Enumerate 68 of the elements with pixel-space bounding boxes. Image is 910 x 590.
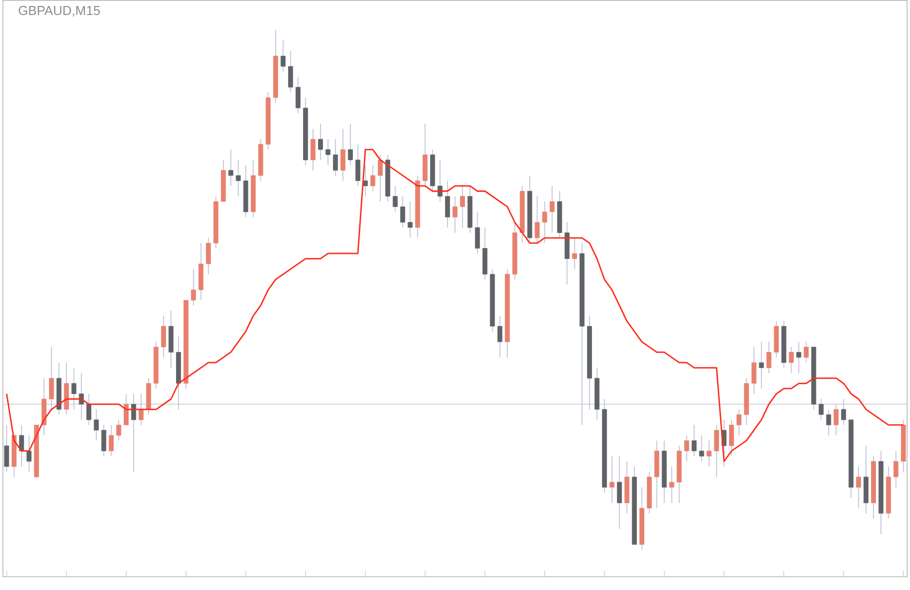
candlestick: [78, 372, 84, 420]
candlestick: [550, 185, 555, 234]
candlestick: [236, 159, 241, 197]
chart-title: GBPAUD,M15: [18, 6, 100, 16]
candlestick: [684, 434, 690, 462]
candlestick: [699, 434, 704, 462]
candlestick: [392, 185, 398, 212]
candlestick: [818, 398, 824, 420]
candlestick: [228, 148, 234, 186]
candlestick: [714, 424, 720, 478]
candlestick: [326, 138, 330, 166]
candlestick: [834, 404, 839, 436]
candlestick: [408, 200, 413, 238]
candlestick: [841, 398, 846, 426]
candlestick: [796, 341, 802, 374]
candlestick: [191, 268, 196, 306]
candlestick: [124, 393, 129, 426]
candlestick: [572, 237, 578, 270]
candlestick: [534, 196, 540, 244]
candlestick: [400, 196, 406, 228]
candlestick: [310, 128, 316, 171]
candlestick: [19, 424, 24, 467]
candlestick: [206, 237, 211, 275]
candlestick: [348, 122, 353, 166]
candlestick: [893, 450, 898, 488]
candlestick: [542, 200, 548, 244]
candlestick: [729, 419, 734, 456]
candlestick: [378, 154, 383, 202]
candlestick: [131, 393, 136, 472]
candlestick: [452, 196, 458, 234]
candlestick: [108, 424, 114, 456]
candlestick: [758, 341, 764, 389]
candlestick: [318, 122, 323, 160]
candlestick: [766, 341, 772, 374]
candlestick: [788, 346, 794, 374]
candlestick: [692, 424, 697, 456]
candlestick: [751, 346, 756, 394]
candlestick: [706, 440, 712, 467]
candlestick: [288, 50, 294, 93]
candlestick: [94, 408, 99, 441]
candlestick: [333, 138, 338, 176]
candlestick: [71, 367, 76, 410]
candlestick: [438, 159, 443, 202]
candlestick: [26, 434, 32, 472]
candlestick: [161, 315, 166, 358]
candlestick: [4, 424, 10, 472]
candlestick: [856, 466, 861, 508]
candlestick: [474, 211, 480, 254]
candlestick: [460, 185, 465, 228]
candlestick: [736, 408, 742, 436]
candlestick: [445, 180, 450, 228]
candlestick: [669, 466, 674, 504]
candlestick: [86, 393, 92, 426]
candlestick: [138, 393, 144, 426]
candlestick: [296, 76, 301, 114]
candlestick: [804, 341, 809, 363]
candlestick: [116, 419, 122, 441]
candlestick: [49, 346, 54, 410]
candlestick: [616, 455, 622, 530]
candlestick: [280, 40, 286, 72]
candlestick: [826, 408, 832, 436]
candlestick: [370, 164, 376, 192]
candlestick: [101, 424, 106, 456]
candlestick: [610, 455, 614, 504]
candlestick: [340, 128, 346, 182]
candlestick: [355, 144, 360, 186]
candlestick: [362, 164, 368, 197]
candlestick: [497, 315, 502, 358]
